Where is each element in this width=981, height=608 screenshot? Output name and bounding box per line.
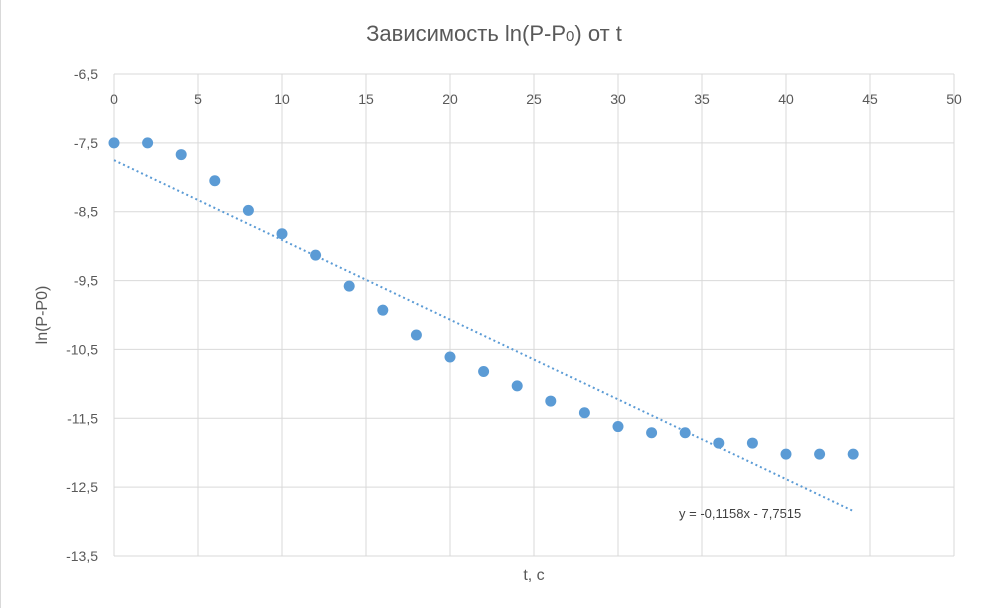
data-point: [276, 228, 288, 240]
x-tick-label: 35: [694, 91, 710, 107]
trendline-equation: y = -0,1158x - 7,7515: [679, 506, 801, 521]
data-point: [175, 149, 187, 161]
axis-ticks: 0 5 10 15 20 25 30 35 40 45 50 -6,5 -7,5 -8,5 -9,5 -10,…: [66, 66, 962, 564]
x-tick-label: 30: [610, 91, 626, 107]
data-point: [713, 437, 725, 449]
data-point: [679, 427, 691, 439]
data-point: [511, 380, 523, 392]
trendline-group: [113, 159, 854, 512]
data-point: [478, 365, 490, 377]
x-tick-label: 40: [778, 91, 794, 107]
data-point: [242, 204, 254, 216]
y-tick-label: -6,5: [74, 66, 98, 82]
y-tick-label: -11,5: [67, 410, 98, 426]
data-point: [578, 407, 590, 419]
y-tick-label: -7,5: [74, 135, 98, 151]
gridlines: [113, 73, 955, 557]
data-points: [108, 137, 859, 460]
data-point: [142, 137, 154, 149]
data-point: [646, 427, 658, 439]
y-axis-title: ln(P-P0): [34, 286, 51, 345]
data-point: [209, 175, 221, 187]
x-tick-label: 25: [526, 91, 542, 107]
x-tick-label: 20: [442, 91, 458, 107]
y-tick-label: -9,5: [74, 273, 98, 289]
data-point: [410, 329, 422, 341]
data-point: [108, 137, 120, 149]
data-point: [814, 448, 826, 460]
trendline: [113, 159, 854, 512]
y-tick-label: -12,5: [66, 479, 98, 495]
data-point: [377, 304, 389, 316]
data-point: [444, 351, 456, 363]
data-point: [545, 395, 557, 407]
data-point: [343, 280, 355, 292]
data-point: [310, 249, 322, 261]
y-tick-label: -8,5: [74, 204, 98, 220]
x-tick-label: 5: [194, 91, 202, 107]
data-point: [612, 421, 624, 433]
data-point: [780, 448, 792, 460]
x-tick-label: 50: [946, 91, 962, 107]
x-tick-label: 10: [274, 91, 290, 107]
x-axis-title: t, c: [523, 567, 544, 584]
data-point: [746, 437, 758, 449]
data-point: [847, 448, 859, 460]
x-tick-label: 45: [862, 91, 878, 107]
y-tick-label: -13,5: [66, 548, 98, 564]
chart-title: Зависимость ln(P-P0) от t: [366, 21, 622, 46]
y-tick-label: -10,5: [66, 341, 98, 357]
x-tick-label: 0: [110, 91, 118, 107]
x-tick-label: 15: [358, 91, 374, 107]
